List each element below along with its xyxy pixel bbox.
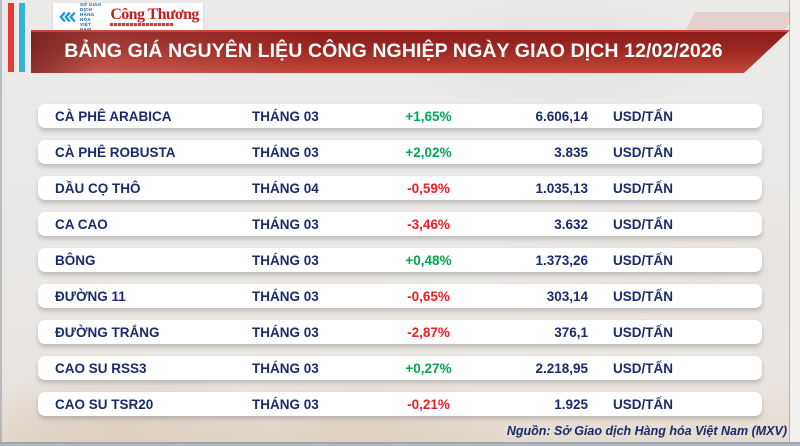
commodity-name: CÀ PHÊ ROBUSTA <box>55 144 176 160</box>
contract-month: THÁNG 03 <box>252 288 319 304</box>
change-percent: -3,46% <box>407 216 450 232</box>
unit-label: USD/TẤN <box>613 360 673 376</box>
price-value: 2.218,95 <box>535 360 588 376</box>
unit-label: USD/TẤN <box>613 396 673 412</box>
title-banner: BẢNG GIÁ NGUYÊN LIỆU CÔNG NGHIỆP NGÀY GI… <box>31 30 790 73</box>
contract-month: THÁNG 03 <box>252 144 319 160</box>
commodity-name: CAO SU TSR20 <box>55 396 154 412</box>
table-row: CAO SU RSS3 THÁNG 03 +0,27% 2.218,95 USD… <box>38 356 762 380</box>
price-value: 1.925 <box>554 396 588 412</box>
accent-bar-cyan <box>19 3 25 72</box>
commodity-name: DẦU CỌ THÔ <box>55 180 141 196</box>
price-table: CÀ PHÊ ARABICA THÁNG 03 +1,65% 6.606,14 … <box>38 104 762 416</box>
commodity-name: ĐƯỜNG 11 <box>55 288 126 304</box>
logo-bar: SỞ GIAO DỊCH HÀNG HÓA VIỆT NAM Công Thươ… <box>53 2 203 32</box>
price-value: 3.835 <box>554 144 588 160</box>
contract-month: THÁNG 03 <box>252 396 319 412</box>
mxv-logo-text: SỞ GIAO DỊCH HÀNG HÓA VIỆT NAM <box>80 2 103 32</box>
contract-month: THÁNG 03 <box>252 360 319 376</box>
right-edge-line <box>789 0 790 446</box>
unit-label: USD/TẤN <box>613 216 673 232</box>
change-percent: -2,87% <box>407 324 450 340</box>
mxv-logo: SỞ GIAO DỊCH HÀNG HÓA VIỆT NAM <box>59 2 103 32</box>
table-row: ĐƯỜNG 11 THÁNG 03 -0,65% 303,14 USD/TẤN <box>38 284 762 308</box>
table-row: CÀ PHÊ ARABICA THÁNG 03 +1,65% 6.606,14 … <box>38 104 762 128</box>
left-edge-line <box>0 0 2 446</box>
mxv-chevrons-icon <box>59 11 76 22</box>
unit-label: USD/TẤN <box>613 324 673 340</box>
change-percent: -0,21% <box>407 396 450 412</box>
contract-month: THÁNG 03 <box>252 324 319 340</box>
banner-gloss <box>684 12 796 31</box>
price-value: 6.606,14 <box>535 108 588 124</box>
price-value: 1.035,13 <box>535 180 588 196</box>
change-percent: +0,27% <box>405 360 452 376</box>
price-value: 376,1 <box>554 324 588 340</box>
page-title: BẢNG GIÁ NGUYÊN LIỆU CÔNG NGHIỆP NGÀY GI… <box>64 40 723 62</box>
change-percent: -0,65% <box>407 288 450 304</box>
unit-label: USD/TẤN <box>613 108 673 124</box>
contract-month: THÁNG 03 <box>252 252 319 268</box>
mxv-logo-line3: VIỆT NAM <box>80 21 92 32</box>
congthuong-tagline <box>110 23 175 26</box>
mxv-logo-line1: SỞ GIAO DỊCH <box>80 1 102 12</box>
commodity-name: CÀ PHÊ ARABICA <box>55 108 172 124</box>
change-percent: -0,59% <box>407 180 450 196</box>
source-note: Nguồn: Sở Giao dịch Hàng hóa Việt Nam (M… <box>506 424 787 438</box>
right-margin <box>790 0 800 446</box>
price-value: 303,14 <box>546 288 588 304</box>
unit-label: USD/TẤN <box>613 180 673 196</box>
congthuong-logo: Công Thương <box>110 7 199 26</box>
table-row: DẦU CỌ THÔ THÁNG 04 -0,59% 1.035,13 USD/… <box>38 176 762 200</box>
unit-label: USD/TẤN <box>613 288 673 304</box>
contract-month: THÁNG 03 <box>252 108 319 124</box>
table-row: CÀ PHÊ ROBUSTA THÁNG 03 +2,02% 3.835 USD… <box>38 140 762 164</box>
price-value: 1.373,26 <box>535 252 588 268</box>
mxv-logo-line2: HÀNG HÓA <box>80 11 95 22</box>
table-row: ĐƯỜNG TRẮNG THÁNG 03 -2,87% 376,1 USD/TẤ… <box>38 320 762 344</box>
change-percent: +1,65% <box>405 108 452 124</box>
table-row: CA CAO THÁNG 03 -3,46% 3.632 USD/TẤN <box>38 212 762 236</box>
commodity-name: CAO SU RSS3 <box>55 360 147 376</box>
table-row: CAO SU TSR20 THÁNG 03 -0,21% 1.925 USD/T… <box>38 392 762 416</box>
congthuong-logo-text: Công Thương <box>110 6 199 23</box>
unit-label: USD/TẤN <box>613 252 673 268</box>
change-percent: +2,02% <box>405 144 452 160</box>
contract-month: THÁNG 03 <box>252 216 319 232</box>
commodity-name: CA CAO <box>55 216 108 232</box>
commodity-name: ĐƯỜNG TRẮNG <box>55 324 160 340</box>
accent-bar-red <box>8 3 14 72</box>
table-row: BÔNG THÁNG 03 +0,48% 1.373,26 USD/TẤN <box>38 248 762 272</box>
unit-label: USD/TẤN <box>613 144 673 160</box>
contract-month: THÁNG 04 <box>252 180 319 196</box>
bottom-edge-line <box>0 442 800 446</box>
price-value: 3.632 <box>554 216 588 232</box>
change-percent: +0,48% <box>405 252 452 268</box>
commodity-name: BÔNG <box>55 252 96 268</box>
